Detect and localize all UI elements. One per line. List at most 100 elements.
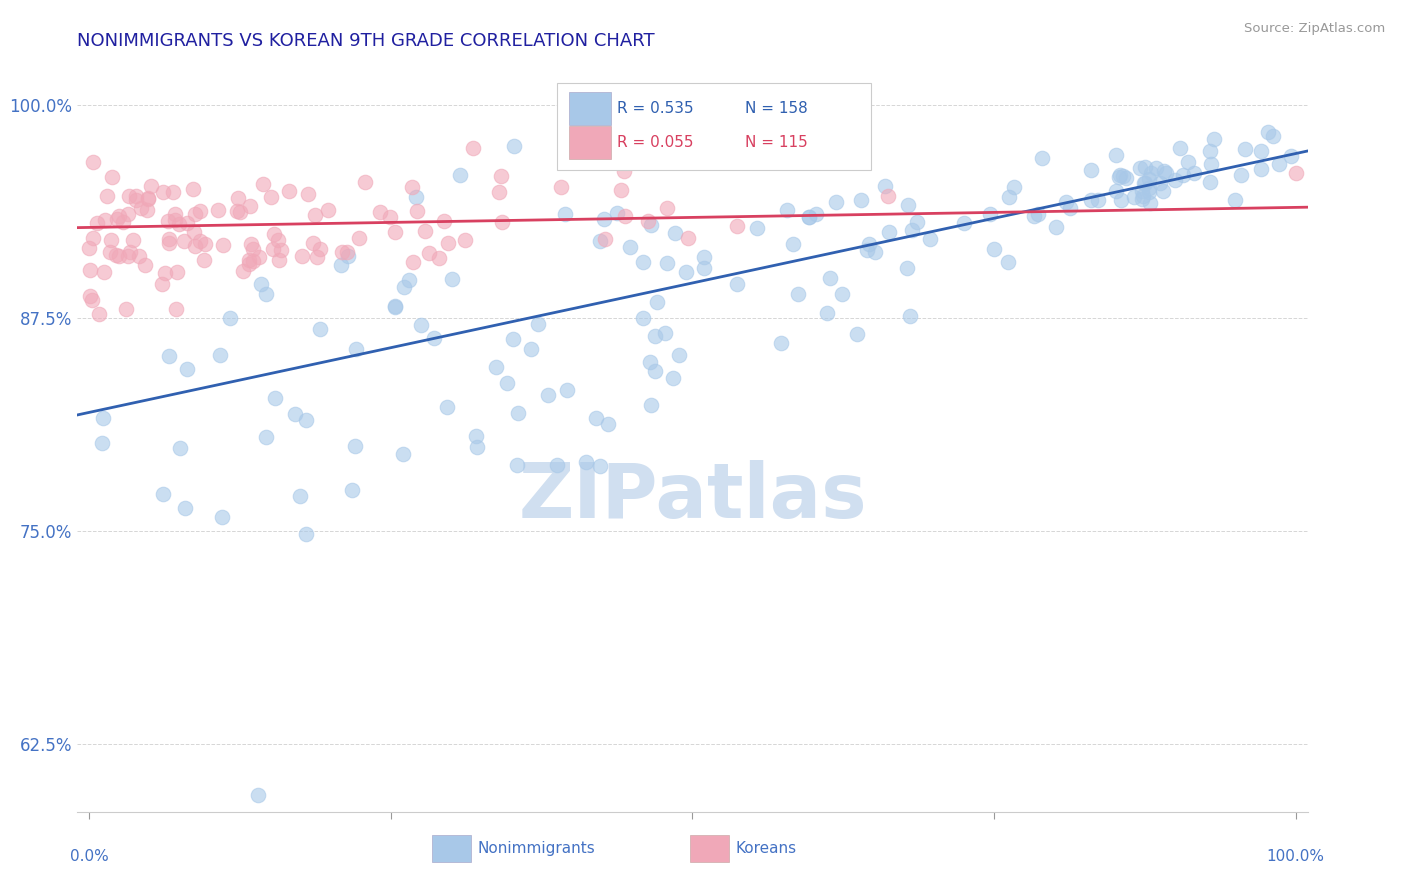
Point [1112,169,1135,183]
Point [644,364,666,378]
Point [655,201,678,215]
Point [128,249,150,263]
Point [136,202,159,217]
Point [86,216,108,230]
Point [295,413,318,427]
Point [262,242,284,256]
Point [427,252,450,266]
Text: 100.0%: 100.0% [1267,849,1324,864]
Point [207,203,229,218]
Point [150,277,173,291]
FancyBboxPatch shape [557,84,870,169]
Point [846,327,869,342]
Point [856,244,879,258]
Point [301,235,323,250]
Point [546,458,568,473]
Point [1139,196,1161,211]
Point [997,190,1019,204]
Point [465,440,488,454]
Point [297,187,319,202]
Point [877,225,900,239]
Point [1263,128,1285,143]
Point [229,204,252,219]
Point [392,447,415,461]
Point [165,301,187,316]
Point [232,264,254,278]
Point [169,217,191,231]
Point [157,232,180,246]
Point [1132,189,1154,203]
Point [495,376,517,390]
Point [174,500,197,515]
Point [1087,194,1109,208]
Point [1171,168,1194,182]
Point [117,249,139,263]
Point [136,191,159,205]
Point [1140,166,1163,180]
Point [278,184,301,198]
Point [263,391,285,405]
Point [165,213,187,227]
Point [384,225,406,239]
FancyBboxPatch shape [569,92,612,125]
Point [184,238,207,252]
Point [654,326,676,340]
Point [254,430,277,444]
Point [392,280,415,294]
Point [219,310,242,325]
Point [188,203,211,218]
Point [157,235,180,250]
Point [212,237,235,252]
Point [675,265,697,279]
Point [818,271,841,285]
Point [644,329,666,343]
Point [194,237,217,252]
Point [485,359,508,374]
Point [461,140,484,154]
Point [637,214,659,228]
Point [267,233,290,247]
Point [288,490,311,504]
Point [291,249,314,263]
Point [270,243,292,257]
Point [1198,175,1220,189]
Point [979,206,1001,220]
Point [82,155,104,169]
Point [105,212,128,227]
Point [1233,142,1256,156]
Point [464,429,486,443]
Point [825,194,848,209]
Point [606,206,628,220]
Point [1250,144,1272,158]
Text: Nonimmigrants: Nonimmigrants [477,841,595,856]
Point [877,189,900,203]
Point [79,289,101,303]
Point [1105,184,1128,198]
Point [384,299,406,313]
Point [1135,176,1157,190]
Point [1133,161,1156,175]
Point [252,178,274,192]
Point [173,234,195,248]
Point [247,788,270,802]
Point [152,487,174,501]
Point [437,236,460,251]
Text: Koreans: Koreans [735,841,797,856]
Point [82,231,104,245]
FancyBboxPatch shape [569,126,612,159]
Point [162,186,184,200]
Point [117,207,139,221]
Point [157,349,180,363]
Point [725,277,748,292]
Point [1059,201,1081,215]
Point [108,249,131,263]
FancyBboxPatch shape [690,835,730,862]
Point [488,186,510,200]
Point [263,227,285,242]
Point [787,287,810,301]
Point [316,203,339,218]
Point [896,260,918,275]
Point [176,362,198,376]
Point [640,218,662,232]
Point [610,183,633,197]
